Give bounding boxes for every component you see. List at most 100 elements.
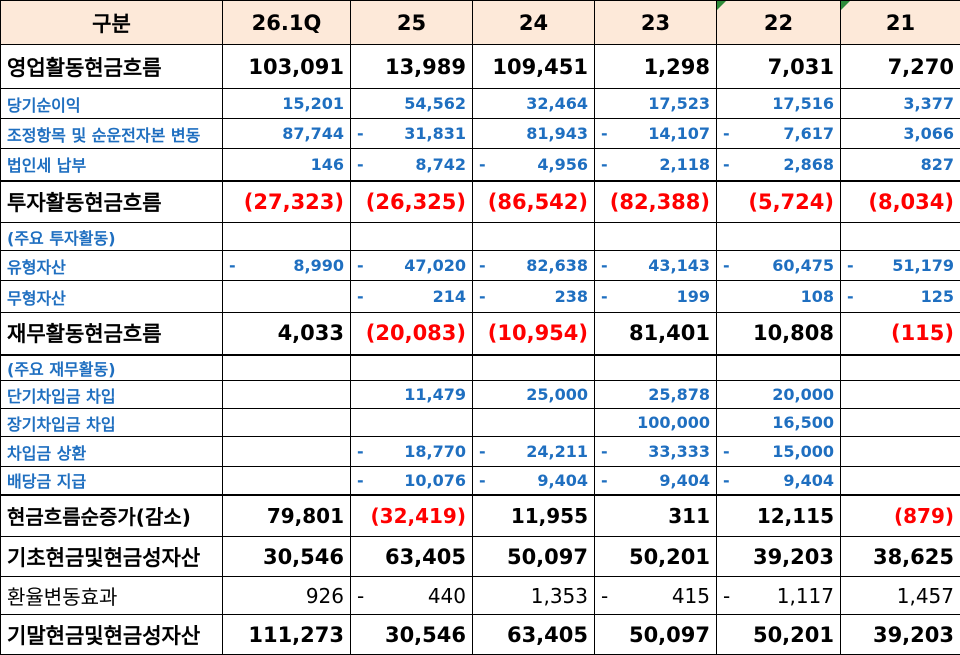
value: 2,118: [659, 155, 710, 174]
value: 14,107: [648, 124, 710, 143]
dash: -: [229, 256, 236, 275]
value-cell: -9,404: [717, 467, 841, 495]
row-label: 배당금 지급: [1, 467, 223, 495]
value-cell: [223, 281, 351, 313]
value-cell: 20,000: [717, 381, 841, 409]
value-cell: [351, 223, 473, 251]
cell-content: -9,404: [479, 471, 588, 490]
value-cell: 30,546: [223, 537, 351, 577]
cell-content: -9,404: [723, 471, 834, 490]
dash: -: [723, 442, 730, 461]
row-label: 조정항목 및 순운전자본 변동: [1, 119, 223, 149]
value-cell: 11,955: [473, 495, 595, 537]
row: (주요 재무활동): [1, 355, 960, 381]
dash: -: [357, 471, 364, 490]
value: 8,990: [293, 256, 344, 275]
value: 51,179: [892, 256, 954, 275]
header-cell: 22: [717, 1, 841, 45]
value-cell: -9,404: [473, 467, 595, 495]
row: 차입금 상환-18,770-24,211-33,333-15,000: [1, 437, 960, 467]
dash: -: [601, 124, 608, 143]
value-cell: - 24,211: [473, 437, 595, 467]
value: 238: [555, 287, 588, 306]
dash: -: [357, 584, 364, 608]
value-cell: [717, 223, 841, 251]
value-cell: 1,298: [595, 45, 717, 89]
value-cell: 11,479: [351, 381, 473, 409]
value: 7,617: [783, 124, 834, 143]
row: 유형자산-8,990-47,020-82,638-43,143-60,475-5…: [1, 251, 960, 281]
value: 4,956: [537, 155, 588, 174]
value-cell: - 10,076: [351, 467, 473, 495]
value-cell: - 15,000: [717, 437, 841, 467]
cell-content: -60,475: [723, 256, 834, 275]
value-cell: 4,033: [223, 313, 351, 355]
cell-content: -33,333: [601, 442, 710, 461]
value-cell: -440: [351, 577, 473, 615]
value: 24,211: [526, 442, 588, 461]
value: 2,868: [783, 155, 834, 174]
value: 199: [677, 287, 710, 306]
dash: -: [601, 471, 608, 490]
row-label: 차입금 상환: [1, 437, 223, 467]
dash: -: [479, 442, 486, 461]
value-cell: - 14,107: [595, 119, 717, 149]
row: (주요 투자활동): [1, 223, 960, 251]
value-cell: -33,333: [595, 437, 717, 467]
value-cell: [223, 467, 351, 495]
value-cell: -125: [841, 281, 960, 313]
value-cell: [717, 355, 841, 381]
value-cell: 1,457: [841, 577, 960, 615]
value-cell: -8,742: [351, 149, 473, 181]
value: 1,117: [777, 584, 834, 608]
dash: -: [479, 287, 486, 306]
value: 8,742: [415, 155, 466, 174]
dash: -: [601, 256, 608, 275]
value: 9,404: [659, 471, 710, 490]
row-label: (주요 재무활동): [1, 355, 223, 381]
value-cell: (32,419): [351, 495, 473, 537]
value-cell: [841, 355, 960, 381]
value-cell: 15,201: [223, 89, 351, 119]
value-cell: (27,323): [223, 181, 351, 223]
value-cell: - 9,404: [595, 467, 717, 495]
value: 82,638: [526, 256, 588, 275]
row-label: 재무활동현금흐름: [1, 313, 223, 355]
row: 배당금 지급-10,076-9,404-9,404-9,404: [1, 467, 960, 495]
value-cell: 111,273: [223, 615, 351, 655]
value-cell: 54,562: [351, 89, 473, 119]
value-cell: 1,353: [473, 577, 595, 615]
header-cell: 구분: [1, 1, 223, 45]
value-cell: 87,744: [223, 119, 351, 149]
value: 15,000: [772, 442, 834, 461]
value-cell: (86,542): [473, 181, 595, 223]
value: 18,770: [404, 442, 466, 461]
value-cell: (26,325): [351, 181, 473, 223]
value-cell: [841, 223, 960, 251]
cell-content: - 14,107: [601, 124, 710, 143]
value-cell: 10,808: [717, 313, 841, 355]
row-label: 투자활동현금흐름: [1, 181, 223, 223]
row-label: 현금흐름순증가(감소): [1, 495, 223, 537]
value-cell: 50,201: [595, 537, 717, 577]
value-cell: -82,638: [473, 251, 595, 281]
value: 10,076: [404, 471, 466, 490]
dash: -: [723, 124, 730, 143]
value: 43,143: [648, 256, 710, 275]
header-cell: 24: [473, 1, 595, 45]
row-label: 기말현금및현금성자산: [1, 615, 223, 655]
dash: -: [479, 471, 486, 490]
cell-content: - 43,143: [601, 256, 710, 275]
row-label: 기초현금및현금성자산: [1, 537, 223, 577]
dash: -: [723, 471, 730, 490]
value-cell: -199: [595, 281, 717, 313]
value-cell: -18,770: [351, 437, 473, 467]
value-cell: [595, 355, 717, 381]
value-cell: 13,989: [351, 45, 473, 89]
value-cell: -415: [595, 577, 717, 615]
value-cell: 17,523: [595, 89, 717, 119]
